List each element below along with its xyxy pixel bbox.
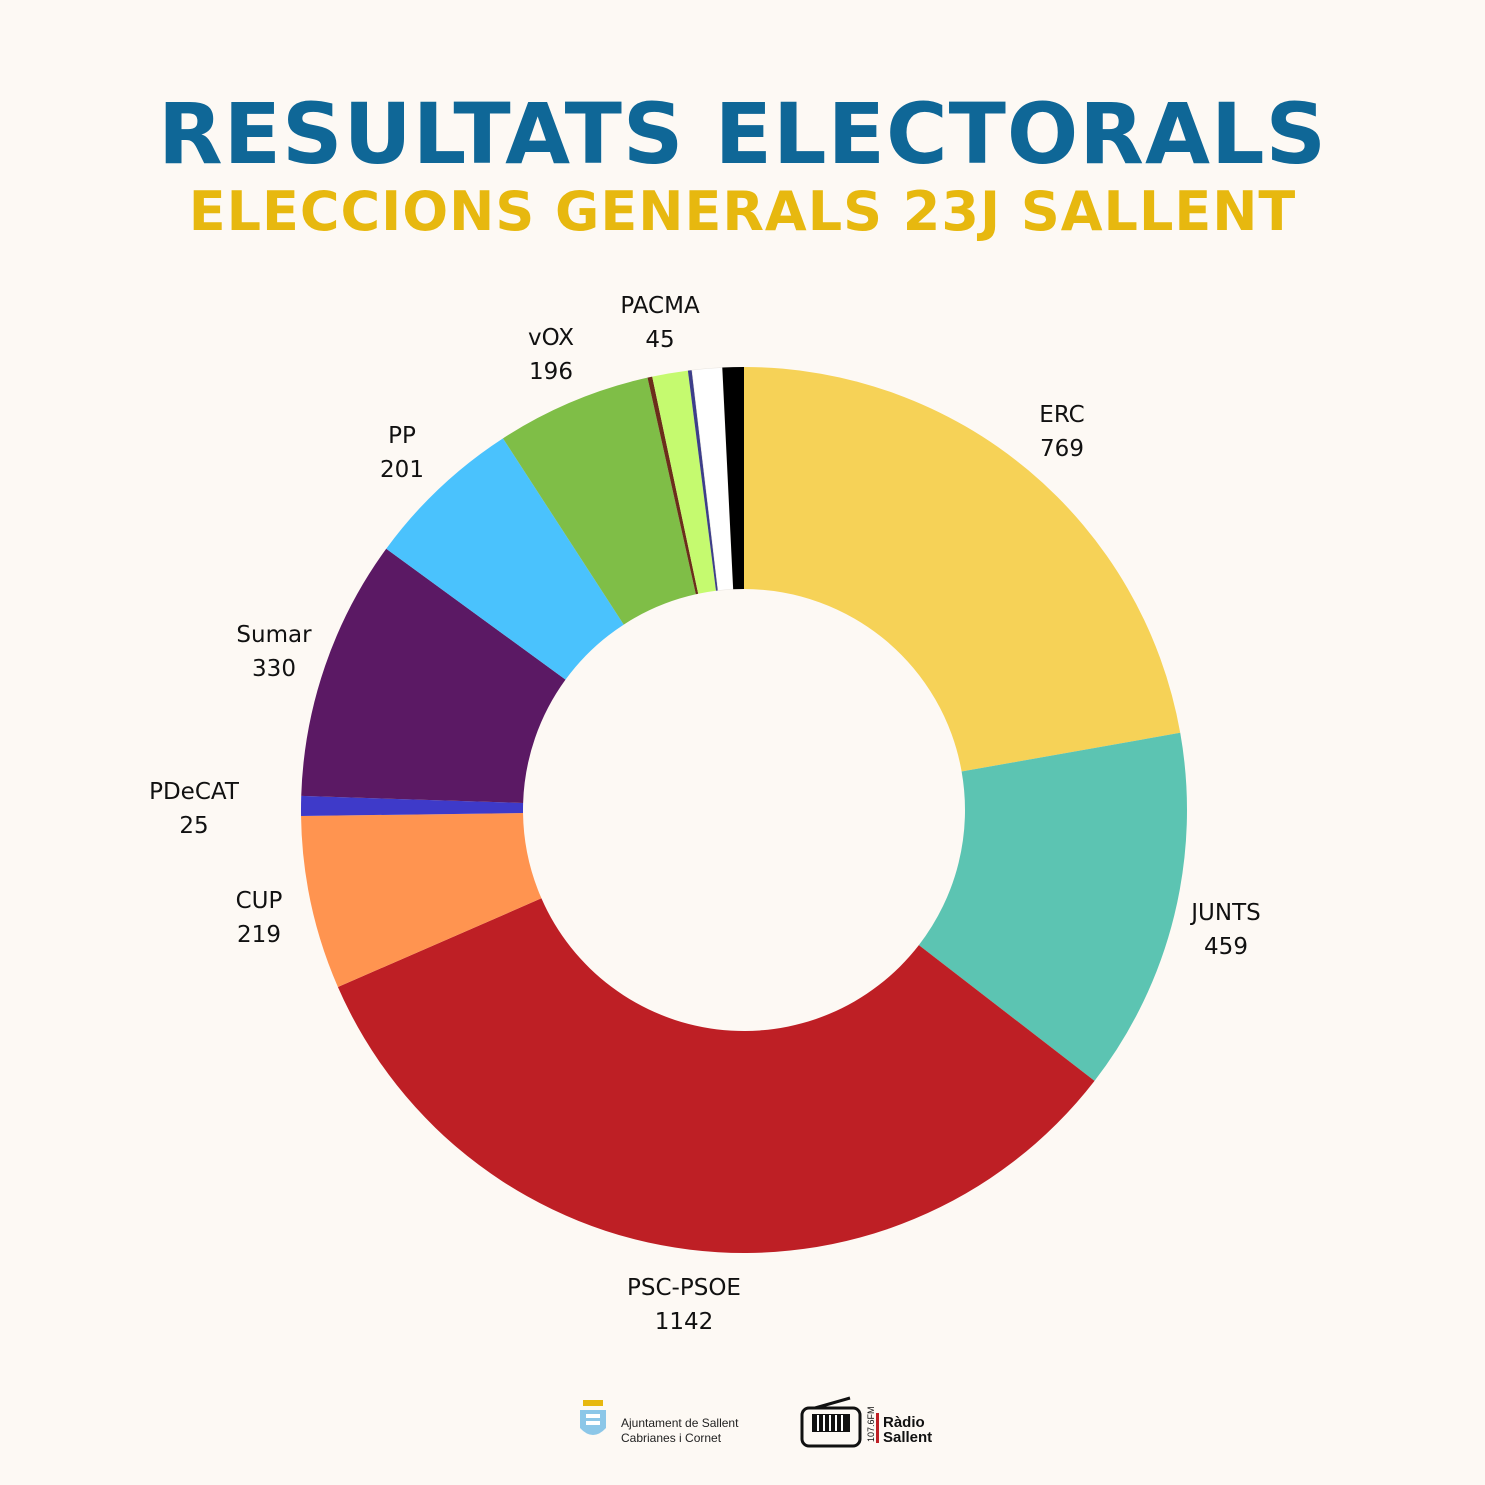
- slice-value: 196: [529, 359, 573, 385]
- radio-icon: [800, 1396, 862, 1448]
- radio-logo: 107.6FM Ràdio Sallent: [800, 1396, 932, 1448]
- slice-pp: [386, 438, 624, 680]
- slice-label: Sumar: [236, 622, 312, 648]
- slice-value: 330: [252, 656, 296, 682]
- slice-label: PACMA: [620, 293, 700, 319]
- page-subtitle: ELECCIONS GENERALS 23J SALLENT: [188, 180, 1297, 243]
- slice-label: vOX: [528, 325, 574, 351]
- page-title: RESULTATS ELECTORALS: [157, 85, 1328, 183]
- slice-label: PSC-PSOE: [627, 1275, 741, 1301]
- slice-junts: [918, 732, 1188, 1081]
- slice-value: 1142: [655, 1309, 714, 1335]
- slice-other-12: [722, 367, 744, 590]
- slice-pacma: [652, 370, 716, 594]
- slice-other-8: [647, 376, 699, 595]
- ajuntament-line1: Ajuntament de Sallent: [621, 1416, 739, 1430]
- chart-slices: [301, 367, 1188, 1253]
- slice-value: 769: [1040, 436, 1084, 462]
- slice-label: ERC: [1039, 402, 1084, 428]
- slice-value: 201: [380, 457, 424, 483]
- chart-labels: ERC 769 JUNTS 459 PSC-PSOE 1142 CUP 219 PDeCAT 25…: [149, 293, 1261, 1335]
- slice-value: 25: [179, 813, 208, 839]
- ajuntament-line2: Cabrianes i Cornet: [621, 1431, 722, 1445]
- slice-label: JUNTS: [1189, 900, 1260, 926]
- slice-vox: [502, 377, 696, 625]
- slice-pdecat: [301, 795, 524, 817]
- ajuntament-logo: Ajuntament de Sallent Cabrianes i Cornet: [580, 1400, 739, 1445]
- slice-sumar: [301, 548, 566, 803]
- radio-frequency: 107.6FM: [866, 1406, 876, 1442]
- slice-label: PDeCAT: [149, 779, 240, 805]
- slice-value: 459: [1204, 934, 1248, 960]
- radio-line2: Sallent: [883, 1429, 932, 1446]
- slice-label: CUP: [236, 888, 283, 914]
- slice-cup: [301, 813, 542, 988]
- slice-other-10: [687, 370, 718, 591]
- slice-label: PP: [388, 423, 416, 449]
- slice-value: 45: [645, 327, 674, 353]
- slice-psc-psoe: [337, 898, 1095, 1253]
- slice-erc: [744, 367, 1181, 772]
- coat-of-arms-icon: [580, 1400, 606, 1435]
- slice-value: 219: [237, 922, 281, 948]
- radio-line1: Ràdio: [883, 1414, 925, 1431]
